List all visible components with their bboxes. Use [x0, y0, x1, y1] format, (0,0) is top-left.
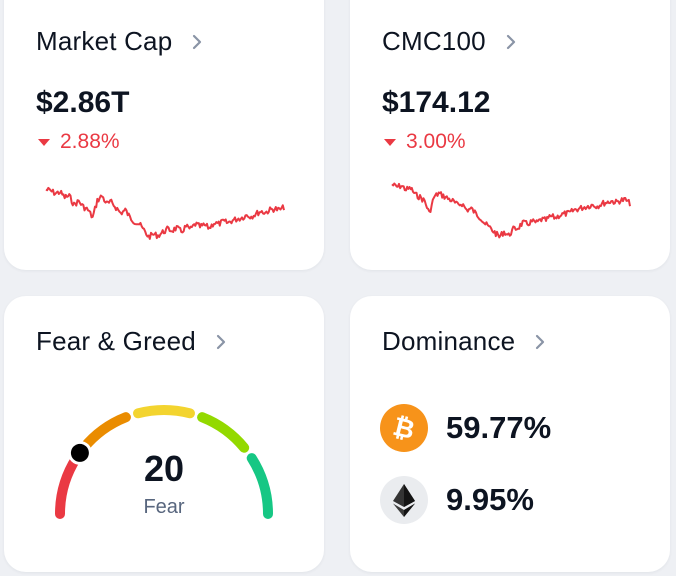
- market-cap-title: Market Cap: [36, 26, 173, 56]
- fear-greed-gauge: [55, 405, 273, 519]
- market-cap-sparkline-line: [45, 186, 285, 240]
- svg-text:₿: ₿: [390, 412, 418, 446]
- ethereum-dominance-value: 9.95%: [446, 482, 534, 517]
- ethereum-icon: [380, 476, 428, 524]
- gauge-segment-greed: [197, 412, 250, 453]
- cmc100-sparkline-line: [391, 182, 631, 239]
- cmc100-title: CMC100: [382, 26, 486, 56]
- fear-greed-value: 20: [143, 448, 185, 489]
- caret-down-icon: [38, 138, 50, 146]
- gauge-indicator: [70, 443, 89, 462]
- dominance-row-ethereum: 9.95%: [380, 476, 534, 524]
- gauge-segment-extreme-fear: [55, 453, 82, 519]
- market-cap-sparkline: [45, 186, 285, 240]
- dominance-row-bitcoin: ₿ 59.77%: [380, 404, 551, 452]
- fear-greed-header[interactable]: Fear & Greed: [36, 326, 232, 357]
- chevron-right-icon: [193, 34, 202, 49]
- chevron-right-icon: [216, 334, 226, 349]
- dominance-header[interactable]: Dominance: [382, 326, 551, 357]
- cmc100-value: $174.12: [382, 86, 491, 119]
- market-cap-header[interactable]: Market Cap: [36, 26, 208, 57]
- bitcoin-dominance-value: 59.77%: [446, 410, 552, 445]
- chevron-right-icon: [536, 334, 545, 349]
- fear-greed-label: Fear: [143, 496, 185, 518]
- market-cap-change-value: 2.88%: [60, 130, 120, 153]
- fear-greed-card[interactable]: Fear & Greed 20 Fear: [4, 296, 324, 572]
- gauge-segment-neutral: [133, 405, 195, 419]
- gauge-segment-extreme-greed: [246, 453, 273, 519]
- dominance-card[interactable]: Dominance ₿ 59.77% 9.95%: [350, 296, 670, 572]
- market-cap-change: 2.88%: [38, 130, 120, 154]
- chevron-right-icon: [506, 34, 515, 49]
- cmc100-card[interactable]: CMC100 $174.12 3.00%: [350, 0, 670, 270]
- fear-greed-title: Fear & Greed: [36, 326, 196, 356]
- gauge-segment-fear: [78, 412, 131, 453]
- caret-down-icon: [384, 138, 396, 146]
- bitcoin-icon: ₿: [380, 404, 428, 452]
- market-cap-value: $2.86T: [36, 86, 130, 119]
- dominance-title: Dominance: [382, 326, 516, 356]
- cmc100-sparkline: [391, 182, 631, 239]
- cmc100-change-value: 3.00%: [406, 130, 466, 153]
- market-cap-card[interactable]: Market Cap $2.86T 2.88%: [4, 0, 324, 270]
- cmc100-header[interactable]: CMC100: [382, 26, 522, 57]
- cmc100-change: 3.00%: [384, 130, 466, 154]
